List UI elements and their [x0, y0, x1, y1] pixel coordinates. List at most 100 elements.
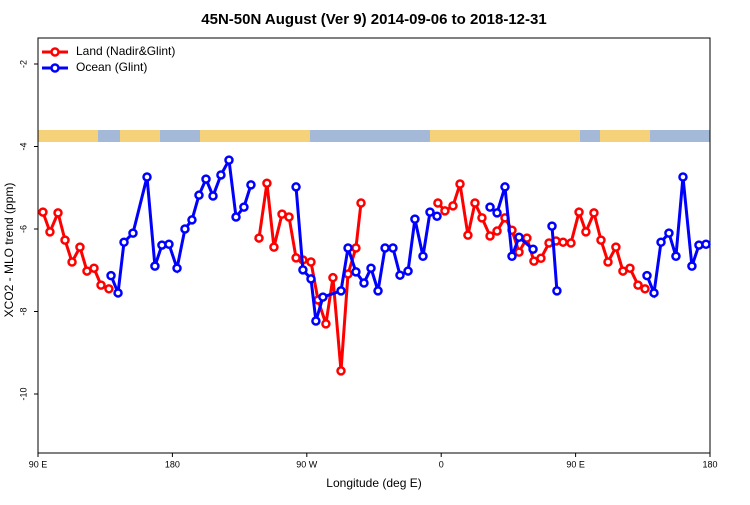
plot-frame: [37, 37, 711, 454]
data-point: [366, 263, 376, 273]
data-point: [485, 231, 495, 241]
data-point: [410, 214, 420, 224]
data-point: [336, 366, 346, 376]
data-point: [448, 201, 458, 211]
data-point: [485, 202, 495, 212]
legend-marker: [50, 63, 60, 73]
data-point: [306, 274, 316, 284]
data-point: [596, 235, 606, 245]
data-point: [492, 226, 502, 236]
data-point: [558, 237, 568, 247]
data-point: [701, 239, 711, 250]
data-point: [96, 280, 106, 290]
data-point: [306, 257, 316, 267]
data-point: [239, 202, 249, 212]
x-tick-label: 0: [439, 459, 444, 469]
data-point: [373, 286, 383, 296]
data-point: [262, 178, 272, 188]
data-point: [180, 224, 190, 234]
data-point: [547, 221, 557, 231]
legend-marker: [50, 47, 60, 57]
map-strip: [38, 130, 710, 142]
y-tick-label: -2: [18, 60, 28, 68]
data-point: [38, 207, 48, 217]
data-point: [246, 180, 256, 190]
y-axis-label: XCO2 - MLO trend (ppm): [2, 183, 16, 318]
data-point: [500, 182, 510, 192]
data-point: [664, 228, 674, 238]
data-point: [528, 244, 538, 254]
data-point: [536, 253, 546, 264]
data-point: [53, 208, 63, 218]
data-point: [187, 215, 197, 225]
data-point: [45, 227, 55, 237]
data-point: [106, 270, 116, 281]
data-point: [656, 237, 666, 247]
data-point: [164, 239, 174, 250]
data-point: [418, 251, 428, 261]
data-point: [89, 263, 99, 273]
data-point: [440, 206, 450, 216]
data-point: [574, 207, 584, 217]
data-point: [351, 243, 361, 253]
data-point: [492, 208, 502, 218]
data-point: [284, 212, 294, 222]
data-point: [254, 233, 264, 243]
data-point: [671, 251, 681, 261]
data-point: [687, 261, 697, 271]
x-tick-label: 90 E: [566, 459, 585, 469]
legend-label: Ocean (Glint): [76, 60, 147, 74]
data-point: [359, 278, 369, 288]
data-point: [395, 270, 405, 280]
data-point: [642, 270, 652, 281]
data-point: [514, 232, 524, 242]
data-point: [142, 172, 152, 182]
data-point: [343, 243, 353, 253]
data-point: [298, 265, 308, 275]
data-point: [67, 257, 77, 267]
legend-label: Land (Nadir&Glint): [76, 44, 175, 58]
data-point: [566, 238, 576, 248]
x-tick-label: 90 W: [296, 459, 318, 469]
y-tick-label: -6: [18, 225, 28, 233]
data-point: [433, 198, 443, 208]
legend: Land (Nadir&Glint) Ocean (Glint): [42, 44, 175, 74]
data-point: [150, 261, 160, 271]
data-point: [269, 242, 279, 252]
series-line: [109, 155, 707, 322]
data-point: [318, 292, 328, 302]
y-tick-label: -10: [18, 388, 28, 401]
data-point: [611, 242, 621, 252]
data-point: [311, 316, 321, 326]
data-point: [552, 286, 562, 296]
data-point: [470, 198, 480, 208]
data-point: [216, 170, 226, 180]
data-point: [403, 266, 413, 276]
data-point: [649, 288, 659, 298]
data-point: [625, 263, 635, 273]
y-tick-label: -4: [18, 142, 28, 150]
data-point: [514, 247, 524, 257]
data-point: [463, 230, 473, 240]
data-point: [231, 212, 241, 222]
data-point: [425, 207, 435, 217]
data-point: [119, 237, 129, 247]
data-point: [321, 319, 331, 329]
data-point: [589, 208, 599, 218]
data-point: [336, 286, 346, 296]
data-point: [432, 211, 442, 221]
data-point: [113, 288, 123, 298]
data-point: [208, 191, 218, 201]
data-point: [477, 213, 487, 223]
data-point: [128, 228, 138, 238]
x-tick-label: 180: [702, 459, 717, 469]
data-point: [291, 182, 301, 192]
data-point: [640, 284, 650, 294]
data-point: [201, 174, 211, 184]
data-point: [603, 257, 613, 267]
data-point: [633, 280, 643, 290]
data-point: [172, 263, 182, 273]
data-point: [75, 242, 85, 252]
x-tick-label: 90 E: [29, 459, 48, 469]
